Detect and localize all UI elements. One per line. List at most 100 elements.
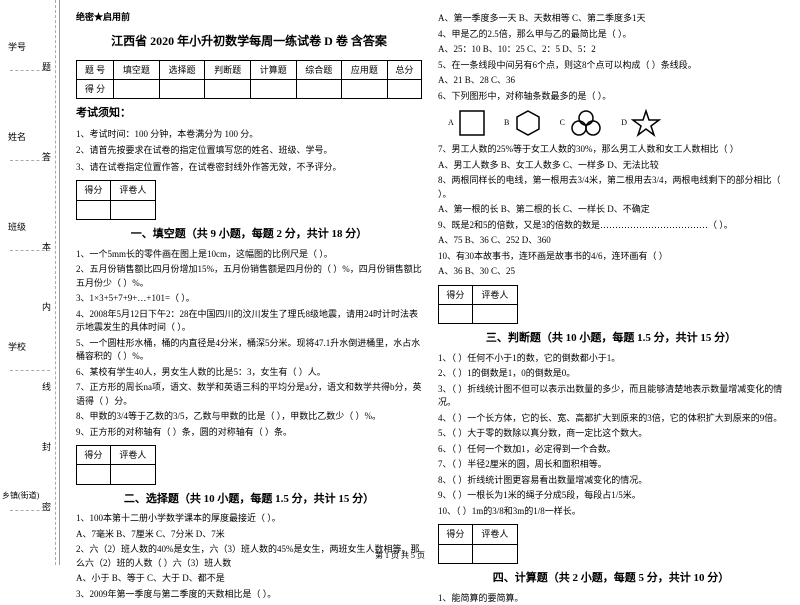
star-icon xyxy=(631,109,661,137)
notice-item: 3、请在试卷指定位置作答，在试卷密封线外作答无效，不予评分。 xyxy=(76,160,422,174)
question: 2、（ ）1的倒数是1，0的倒数是0。 xyxy=(438,367,784,381)
question: 4、2008年5月12日下午2：28在中国四川的汶川发生了理氏8级地震，请用24… xyxy=(76,308,422,335)
sb-blank xyxy=(110,200,155,219)
margin-char-3: 本 xyxy=(42,240,51,253)
section-3-title: 三、判断题（共 10 小题，每题 1.5 分，共计 15 分） xyxy=(438,330,784,348)
th-num: 题 号 xyxy=(77,60,114,79)
sb-grader: 评卷人 xyxy=(472,285,517,304)
margin-char-4: 内 xyxy=(42,300,51,313)
sb-blank xyxy=(110,465,155,484)
question: 5、（ ）大于零的数除以真分数，商一定比这个数大。 xyxy=(438,427,784,441)
table-row: 题 号 填空题 选择题 判断题 计算题 综合题 应用题 总分 xyxy=(77,60,422,79)
question: 4、（ ）一个长方体，它的长、宽、高都扩大到原来的3倍，它的体积扩大到原来的9倍… xyxy=(438,412,784,426)
question: 3、（ ）折线统计图不但可以表示出数量的多少，而且能够清楚地表示数量增减变化的情… xyxy=(438,383,784,410)
shape-d: D xyxy=(621,109,661,137)
right-column: A、第一季度多一天 B、天数相等 C、第二季度多1天 4、甲是乙的2.5倍，那么… xyxy=(430,10,792,555)
question: 9、正方形的对称轴有（ ）条，圆的对称轴有（ ）条。 xyxy=(76,426,422,440)
th-judge: 判断题 xyxy=(205,60,251,79)
th-calc: 计算题 xyxy=(250,60,296,79)
margin-label-id: 学号 xyxy=(8,40,26,53)
margin-underline-4 xyxy=(10,370,50,371)
question: 9、既是2和5的倍数，又是3的倍数的数是………………………………（ ）。 xyxy=(438,219,784,233)
question: 1、能简算的要简算。 xyxy=(438,592,784,605)
question: 8、两根同样长的电线，第一根用去3/4米，第二根用去3/4，两根电线剩下的部分相… xyxy=(438,174,784,201)
scorer-box-3: 得分评卷人 xyxy=(438,285,518,325)
sb-blank xyxy=(77,465,111,484)
sb-score: 得分 xyxy=(77,446,111,465)
shape-a: A xyxy=(448,109,486,137)
table-row: 得 分 xyxy=(77,79,422,98)
margin-label-name: 姓名 xyxy=(8,130,26,143)
td-blank xyxy=(296,79,342,98)
dotted-vertical-line xyxy=(55,0,56,565)
square-icon xyxy=(458,109,486,137)
question: 8、甲数的3/4等于乙数的3/5，乙数与甲数的比是（ ），甲数比乙数少（ ）%。 xyxy=(76,410,422,424)
scorer-box-2: 得分评卷人 xyxy=(76,445,156,485)
sb-blank xyxy=(472,304,517,323)
margin-char-1: 题 xyxy=(42,60,51,73)
question: 5、在一条线段中间另有6个点，则这8个点可以构成（ ）条线段。 xyxy=(438,59,784,73)
exam-title: 江西省 2020 年小升初数学每周一练试卷 D 卷 含答案 xyxy=(76,32,422,51)
th-fill: 填空题 xyxy=(114,60,160,79)
notice-title: 考试须知： xyxy=(76,105,422,123)
td-blank xyxy=(114,79,160,98)
th-total: 总分 xyxy=(387,60,421,79)
notice-item: 2、请首先按要求在试卷的指定位置填写您的姓名、班级、学号。 xyxy=(76,143,422,157)
shape-c: C xyxy=(560,109,604,137)
question-options: A、75 B、36 C、252 D、360 xyxy=(438,234,784,248)
question-options: A、第一季度多一天 B、天数相等 C、第二季度多1天 xyxy=(438,12,784,26)
td-blank xyxy=(250,79,296,98)
th-app: 应用题 xyxy=(342,60,388,79)
shape-label-d: D xyxy=(621,118,627,127)
question-options: A、7毫米 B、7厘米 C、7分米 D、7米 xyxy=(76,528,422,542)
question-options: A、25：10 B、10：25 C、2：5 D、5：2 xyxy=(438,43,784,57)
section-4-title: 四、计算题（共 2 小题，每题 5 分，共计 10 分） xyxy=(438,570,784,588)
margin-label-school: 学校 xyxy=(8,340,26,353)
margin-label-town: 乡镇(街道) xyxy=(2,490,39,501)
margin-char-7: 密 xyxy=(42,500,51,513)
notice-item: 1、考试时间：100 分钟，本卷满分为 100 分。 xyxy=(76,127,422,141)
content-area: 绝密★启用前 江西省 2020 年小升初数学每周一练试卷 D 卷 含答案 题 号… xyxy=(60,0,800,565)
question: 8、（ ）折线统计图更容易看出数量增减变化的情况。 xyxy=(438,474,784,488)
td-blank xyxy=(387,79,421,98)
sb-score: 得分 xyxy=(77,181,111,200)
shape-label-b: B xyxy=(504,118,509,127)
question: 10、（ ）1m的3/8和3m的1/8一样长。 xyxy=(438,505,784,519)
question: 7、男工人数的25%等于女工人数的30%，那么男工人数和女工人数相比（ ） xyxy=(438,143,784,157)
question-options: A、第一根的长 B、第二根的长 C、一样长 D、不确定 xyxy=(438,203,784,217)
question: 1、100本第十二册小学数学课本的厚度最接近（ ）。 xyxy=(76,512,422,526)
td-blank xyxy=(159,79,205,98)
question: 6、下列图形中，对称轴条数最多的是（ ）。 xyxy=(438,90,784,104)
question: 10、有30本故事书，连环画是故事书的4/6，连环画有（ ） xyxy=(438,250,784,264)
score-table: 题 号 填空题 选择题 判断题 计算题 综合题 应用题 总分 得 分 xyxy=(76,60,422,100)
question: 9、（ ）一根长为1米的绳子分成5段，每段占1/5米。 xyxy=(438,489,784,503)
question: 4、甲是乙的2.5倍，那么甲与乙的最简比是（ ）。 xyxy=(438,28,784,42)
td-blank xyxy=(205,79,251,98)
question: 6、（ ）任何一个数加1，必定得到一个合数。 xyxy=(438,443,784,457)
shape-options: A B C D xyxy=(438,109,784,137)
sb-score: 得分 xyxy=(439,285,473,304)
circles-icon xyxy=(569,109,603,137)
question-options: A、21 B、28 C、36 xyxy=(438,74,784,88)
question: 3、2009年第一季度与第二季度的天数相比是（ ）。 xyxy=(76,588,422,602)
shape-label-a: A xyxy=(448,118,454,127)
section-2-title: 二、选择题（共 10 小题，每题 1.5 分，共计 15 分） xyxy=(76,491,422,509)
shape-label-c: C xyxy=(560,118,565,127)
secret-label: 绝密★启用前 xyxy=(76,10,422,24)
question: 1、一个5mm长的零件画在图上是10cm，这幅图的比例尺是（ ）。 xyxy=(76,248,422,262)
question-options: A、36 B、30 C、25 xyxy=(438,265,784,279)
hexagon-icon xyxy=(514,109,542,137)
margin-label-class: 班级 xyxy=(8,220,26,233)
left-column: 绝密★启用前 江西省 2020 年小升初数学每周一练试卷 D 卷 含答案 题 号… xyxy=(68,10,430,555)
th-choice: 选择题 xyxy=(159,60,205,79)
exam-page: 学号 题 姓名 答 班级 本 内 学校 线 封 乡镇(街道) 密 绝密★启用前 … xyxy=(0,0,800,565)
td-blank xyxy=(342,79,388,98)
margin-char-2: 答 xyxy=(42,150,51,163)
question: 3、1×3+5+7+9+…+101=（ ）。 xyxy=(76,292,422,306)
page-footer: 第 1 页 共 5 页 xyxy=(0,550,800,561)
margin-char-6: 封 xyxy=(42,440,51,453)
sb-grader: 评卷人 xyxy=(110,181,155,200)
sb-grader: 评卷人 xyxy=(110,446,155,465)
sb-blank xyxy=(77,200,111,219)
th-comp: 综合题 xyxy=(296,60,342,79)
